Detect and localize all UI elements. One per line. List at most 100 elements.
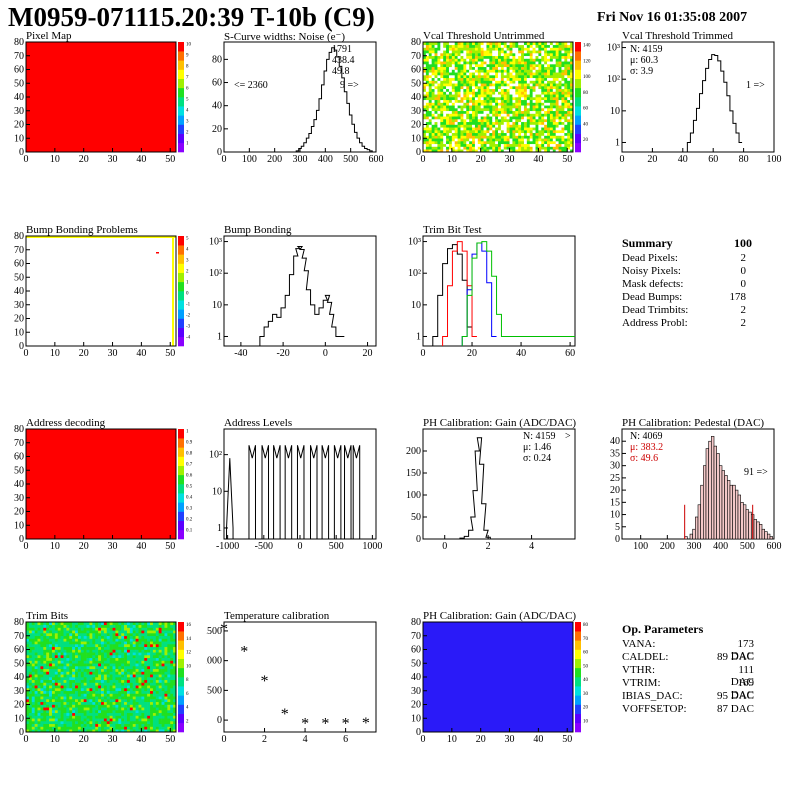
heatmap-cell: [89, 638, 93, 642]
heatmap-cell: [518, 64, 522, 68]
heatmap-cell: [170, 657, 174, 661]
heatmap-cell: [440, 99, 444, 103]
heatmap-cell: [89, 718, 93, 722]
heatmap-cell: [150, 657, 154, 661]
heatmap-cell: [544, 135, 548, 139]
heatmap-cell: [492, 86, 496, 90]
heatmap-cell: [138, 663, 142, 667]
heatmap-cell: [509, 124, 513, 128]
heatmap-cell: [448, 47, 453, 51]
heatmap-cell: [477, 75, 481, 79]
heatmap-cell: [86, 677, 90, 681]
heatmap-cell: [512, 80, 516, 84]
palette-swatch: [178, 97, 184, 107]
heatmap-cell: [428, 141, 432, 145]
heatmap-cell: [126, 674, 131, 678]
heatmap-cell: [451, 105, 456, 109]
heatmap-cell: [83, 696, 87, 700]
heatmap-cell: [46, 666, 50, 670]
heatmap-cell: [80, 624, 84, 628]
heatmap-cell: [523, 55, 528, 59]
address-level-peak: [333, 445, 342, 539]
heatmap-cell: [544, 83, 548, 87]
heatmap-cell: [109, 663, 113, 667]
heatmap-cell: [521, 88, 525, 92]
heatmap-cell: [538, 99, 542, 103]
y-tick-label: 20: [14, 507, 24, 518]
heatmap-cell: [437, 105, 441, 109]
heatmap-cell: [112, 677, 116, 681]
heatmap-cell: [109, 644, 113, 648]
heatmap-cell: [446, 58, 450, 62]
heatmap-cell: [46, 682, 50, 686]
heatmap-cell: [112, 729, 116, 733]
heatmap-cell: [535, 132, 539, 136]
heatmap-cell: [118, 712, 122, 716]
heatmap-cell: [561, 149, 565, 153]
heatmap-cell: [425, 130, 430, 134]
heatmap-cell: [431, 146, 435, 150]
heatmap-cell: [135, 696, 139, 700]
heatmap-cell: [469, 138, 473, 142]
heatmap-cell: [51, 701, 56, 705]
heatmap-cell: [167, 688, 171, 692]
heatmap-cell: [51, 729, 56, 733]
heatmap-cell: [170, 685, 174, 689]
heatmap-cell: [486, 64, 490, 68]
heatmap-cell: [567, 135, 571, 139]
heatmap-cell: [558, 69, 562, 73]
heatmap-cell: [92, 624, 96, 628]
heatmap-cell: [500, 66, 505, 70]
heatmap-cell: [115, 638, 119, 642]
x-tick-label: 6: [343, 734, 348, 745]
heatmap-cell: [60, 693, 64, 697]
heatmap-cell: [538, 91, 542, 95]
heatmap-cell: [75, 696, 79, 700]
heatmap-cell: [472, 64, 476, 68]
heatmap-cell: [144, 674, 148, 678]
heatmap-cell: [457, 127, 461, 131]
heatmap-cell: [31, 679, 35, 683]
heatmap-cell: [509, 135, 513, 139]
heatmap-cell: [506, 66, 510, 70]
heatmap-cell: [106, 657, 110, 661]
heatmap-cell: [431, 80, 435, 84]
heatmap-cell: [103, 688, 108, 692]
palette-tick-label: 14: [186, 637, 192, 642]
heatmap-cell: [518, 113, 522, 117]
heatmap-cell: [173, 718, 177, 722]
heatmap-cell: [547, 88, 551, 92]
heatmap-cell: [521, 72, 525, 76]
heatmap-cell: [26, 666, 30, 670]
heatmap-cell: [54, 682, 59, 686]
heatmap-cell: [555, 146, 559, 150]
heatmap-cell: [451, 143, 456, 147]
heatmap-cell: [66, 726, 70, 730]
heatmap-cell: [552, 42, 556, 46]
heatmap-cell: [138, 652, 142, 656]
heatmap-cell: [147, 677, 151, 681]
heatmap-cell: [57, 638, 61, 642]
x-tick-label: 300: [293, 154, 308, 165]
heatmap-cell: [492, 50, 496, 54]
heatmap-cell: [454, 80, 458, 84]
heatmap-cell: [60, 726, 64, 730]
heatmap-cell: [126, 663, 131, 667]
heatmap-cell: [95, 699, 99, 703]
heatmap-cell: [112, 704, 116, 708]
heatmap-cell: [457, 113, 461, 117]
heatmap-cell: [448, 141, 453, 145]
heatmap-cell: [31, 638, 35, 642]
heatmap-cell: [57, 657, 61, 661]
heatmap-cell: [86, 635, 90, 639]
heatmap-cell: [529, 119, 533, 123]
heatmap-cell: [101, 712, 105, 716]
heatmap-cell: [451, 80, 456, 84]
heatmap-cell: [173, 635, 177, 639]
heatmap-cell: [434, 124, 438, 128]
heatmap-cell: [503, 55, 507, 59]
heatmap-cell: [561, 80, 565, 84]
heatmap-cell: [437, 146, 441, 150]
heatmap-cell: [115, 679, 119, 683]
heatmap-cell: [170, 663, 174, 667]
